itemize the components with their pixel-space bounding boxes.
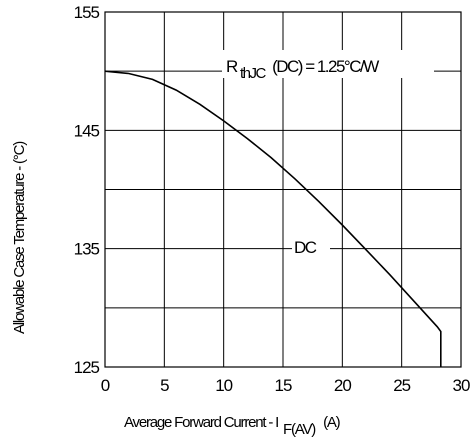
x-tick-label: 25 bbox=[393, 376, 410, 395]
x-axis-title: Average Forward Current - I F(AV) (A) bbox=[124, 414, 341, 438]
x-tick-labels: 0 5 10 15 20 25 30 bbox=[101, 376, 470, 395]
rth-rest: (DC) = 1.25°C/W bbox=[272, 57, 379, 76]
x-axis-title-sub: F(AV) bbox=[283, 421, 316, 438]
series-label-group: DC bbox=[292, 236, 330, 257]
x-axis-title-unit: (A) bbox=[323, 414, 341, 431]
series-label-dc: DC bbox=[294, 238, 317, 257]
y-tick-labels: 125 135 145 155 bbox=[74, 3, 101, 377]
x-axis-title-main: Average Forward Current - I bbox=[124, 414, 278, 431]
x-tick-label: 0 bbox=[101, 376, 110, 395]
rth-annotation-bg bbox=[222, 50, 434, 78]
y-tick-label: 125 bbox=[74, 358, 100, 377]
x-tick-label: 5 bbox=[160, 376, 169, 395]
y-tick-label: 145 bbox=[74, 121, 100, 140]
rth-subscript: thJC bbox=[240, 65, 267, 82]
y-axis-title: Allowable Case Temperature - (°C) bbox=[11, 141, 28, 334]
rth-main: R bbox=[226, 57, 238, 76]
x-tick-label: 15 bbox=[275, 376, 292, 395]
y-tick-label: 135 bbox=[74, 240, 100, 259]
series-line-dc bbox=[104, 70, 442, 367]
y-tick-label: 155 bbox=[74, 3, 100, 22]
rth-annotation: R thJC (DC) = 1.25°C/W bbox=[222, 50, 434, 82]
x-tick-label: 30 bbox=[453, 376, 470, 395]
x-tick-label: 20 bbox=[334, 376, 351, 395]
series-label-bg bbox=[292, 236, 330, 256]
plot-frame bbox=[104, 11, 462, 368]
svg-text:R thJC (DC) = 1.25: R thJC (DC) = 1.25°C/W bbox=[226, 57, 379, 82]
x-tick-label: 10 bbox=[215, 376, 232, 395]
